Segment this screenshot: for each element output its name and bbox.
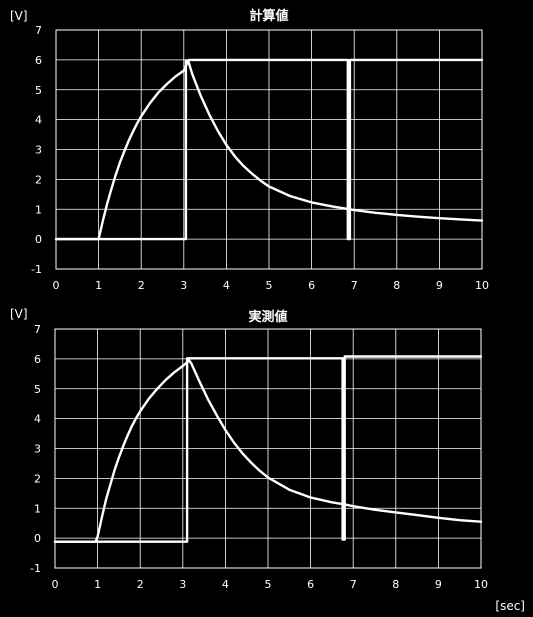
y-tick-label: 0 <box>35 233 42 246</box>
x-tick-label: 0 <box>52 578 59 591</box>
y-tick-label: 6 <box>35 54 42 67</box>
x-tick-label: 3 <box>179 578 186 591</box>
x-tick-label: 3 <box>180 279 187 292</box>
y-tick-label: 3 <box>34 443 41 456</box>
y-tick-label: 0 <box>34 532 41 545</box>
x-tick-label: 9 <box>436 279 443 292</box>
x-tick-label: 1 <box>95 279 102 292</box>
series-line-1 <box>54 58 484 241</box>
x-tick-label: 1 <box>94 578 101 591</box>
x-tick-label: 4 <box>222 578 229 591</box>
series-line-1 <box>53 355 483 543</box>
x-tick-label: 8 <box>393 279 400 292</box>
chart-calculated: 計算値 [V] 0 1 2 3 4 5 6 7 8 9 10 -1 0 1 2 3 4 5 6 7 <box>10 8 489 292</box>
x-tick-label: 8 <box>392 578 399 591</box>
x-tick-label: 10 <box>474 578 488 591</box>
x-tick-label: 6 <box>308 279 315 292</box>
x-tick-label: 0 <box>53 279 60 292</box>
x-tick-label: 2 <box>138 279 145 292</box>
y-tick-label: 7 <box>35 24 42 37</box>
chart-measured: 実測値 [V] [sec] 0 1 2 3 4 5 6 7 8 9 10 -1 0 1 2 3 4 5 6 7 <box>10 307 525 613</box>
y-tick-label: 5 <box>35 84 42 97</box>
x-axis-label: [sec] <box>495 599 525 613</box>
y-tick-label: 5 <box>34 383 41 396</box>
y-tick-label: 2 <box>34 472 41 485</box>
x-tick-label: 9 <box>435 578 442 591</box>
x-tick-label: 5 <box>265 578 272 591</box>
x-tick-label: 7 <box>351 279 358 292</box>
x-tick-label: 10 <box>475 279 489 292</box>
y-tick-label: 1 <box>34 502 41 515</box>
series-line-0 <box>54 59 484 241</box>
x-tick-label: 4 <box>223 279 230 292</box>
y-axis-label: [V] <box>10 9 28 23</box>
x-tick-label: 6 <box>307 578 314 591</box>
y-axis-label: [V] <box>10 307 28 321</box>
chart-title: 計算値 <box>249 8 288 24</box>
y-tick-label: 7 <box>34 323 41 336</box>
y-tick-label: 4 <box>34 413 41 426</box>
y-tick-label: 4 <box>35 114 42 127</box>
chart-title: 実測値 <box>248 309 287 325</box>
y-tick-label: -1 <box>30 562 41 575</box>
y-tick-label: -1 <box>31 263 42 276</box>
y-tick-label: 2 <box>35 173 42 186</box>
x-tick-label: 5 <box>266 279 273 292</box>
y-tick-label: 6 <box>34 353 41 366</box>
series-line-0 <box>53 359 483 543</box>
x-tick-label: 2 <box>137 578 144 591</box>
y-tick-label: 1 <box>35 203 42 216</box>
y-tick-label: 3 <box>35 144 42 157</box>
x-tick-label: 7 <box>350 578 357 591</box>
